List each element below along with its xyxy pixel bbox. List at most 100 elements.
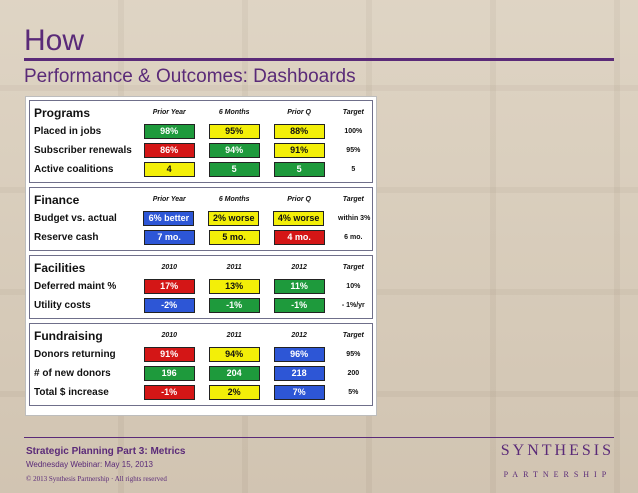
section-header: Finance Prior Year 6 Months Prior Q Target [34, 190, 368, 209]
metric-label: Active coalitions [34, 164, 114, 175]
section-fundraising: Fundraising 2010 2011 2012 Target Donors retu… [29, 323, 373, 406]
brand-name-bottom: PARTNERSHIP [503, 470, 612, 479]
target-value: - 1%/yr [341, 302, 365, 309]
metric-label: Budget vs. actual [34, 213, 117, 224]
section-title: Programs [34, 105, 91, 120]
target-value: 200 [347, 370, 360, 377]
metric-cell: 94% [208, 143, 260, 158]
section-header: Programs Prior Year 6 Months Prior Q Target [34, 103, 368, 122]
slide-title: How [24, 24, 85, 57]
metric-label: Total $ increase [34, 387, 109, 398]
section-facilities: Facilities 2010 2011 2012 Target Deferred mai… [29, 255, 373, 319]
column-header: 2011 [226, 264, 242, 271]
target-value: 100% [344, 128, 363, 135]
metric-label: Donors returning [34, 349, 116, 360]
metric-cell: 5 [273, 162, 325, 177]
metric-cell: 204 [208, 366, 260, 381]
column-header: Prior Year [152, 196, 186, 203]
metric-cell: 196 [143, 366, 195, 381]
metric-cell: 5 [208, 162, 260, 177]
footer-webinar-date: Wednesday Webinar: May 15, 2013 [26, 460, 153, 469]
section-header: Facilities 2010 2011 2012 Target [34, 258, 368, 277]
brand-name-top: SYNTHESIS [500, 442, 614, 459]
section-title: Facilities [34, 260, 86, 275]
target-value: within 3% [338, 215, 371, 222]
metric-label: Reserve cash [34, 232, 99, 243]
column-header: 2011 [226, 332, 242, 339]
section-title: Finance [34, 192, 80, 207]
metric-cell: 218 [273, 366, 325, 381]
section-title: Fundraising [34, 328, 103, 343]
target-value: 95% [346, 351, 361, 358]
footer-course-title: Strategic Planning Part 3: Metrics [26, 446, 186, 457]
metric-cell: 2% worse [208, 211, 260, 226]
brand-logo: SYNTHESIS PARTNERSHIP [501, 442, 614, 479]
metric-label: Deferred maint % [34, 281, 117, 292]
metric-cell: 7% [273, 385, 325, 400]
metric-cell: -1% [273, 298, 325, 313]
table-row: Deferred maint % 17% 13% 11% 10% [34, 277, 368, 296]
table-row: Reserve cash 7 mo. 5 mo. 4 mo. 6 mo. [34, 228, 368, 247]
column-header: Prior Q [287, 196, 311, 203]
metric-cell: 17% [143, 279, 195, 294]
footer-copyright: © 2013 Synthesis Partnership · All right… [26, 475, 167, 483]
metric-cell: 91% [143, 347, 195, 362]
metric-cell: 4% worse [273, 211, 325, 226]
target-value: 10% [346, 283, 361, 290]
column-header: Target [342, 264, 364, 271]
column-header: Target [342, 196, 364, 203]
metric-label: Placed in jobs [34, 126, 102, 137]
column-header: Target [342, 109, 364, 116]
dashboard-table: Programs Prior Year 6 Months Prior Q Target P… [25, 96, 377, 416]
section-finance: Finance Prior Year 6 Months Prior Q Target Bu… [29, 187, 373, 251]
table-row: Placed in jobs 98% 95% 88% 100% [34, 122, 368, 141]
section-programs: Programs Prior Year 6 Months Prior Q Target P… [29, 100, 373, 183]
metric-cell: 96% [273, 347, 325, 362]
metric-cell: 98% [143, 124, 195, 139]
table-row: Donors returning 91% 94% 96% 95% [34, 345, 368, 364]
metric-cell: -2% [143, 298, 195, 313]
table-row: Total $ increase -1% 2% 7% 5% [34, 383, 368, 402]
section-header: Fundraising 2010 2011 2012 Target [34, 326, 368, 345]
column-header: 6 Months [218, 196, 250, 203]
column-header: Target [342, 332, 364, 339]
table-row: Utility costs -2% -1% -1% - 1%/yr [34, 296, 368, 315]
column-header: 2012 [291, 332, 307, 339]
footer-divider [24, 437, 614, 438]
metric-cell: 7 mo. [143, 230, 195, 245]
column-header: 2010 [161, 332, 178, 339]
metric-cell: 11% [273, 279, 325, 294]
target-value: 5% [348, 389, 359, 396]
metric-label: Utility costs [34, 300, 91, 311]
metric-cell: -1% [208, 298, 260, 313]
metric-label: # of new donors [34, 368, 111, 379]
table-row: Budget vs. actual 6% better 2% worse 4% wor… [34, 209, 371, 228]
metric-cell: 13% [208, 279, 260, 294]
column-header: Prior Q [287, 109, 311, 116]
table-row: Subscriber renewals 86% 94% 91% 95% [34, 141, 368, 160]
metric-cell: 4 [143, 162, 195, 177]
metric-cell: 86% [143, 143, 195, 158]
column-header: Prior Year [152, 109, 186, 116]
slide-subtitle: Performance & Outcomes: Dashboards [24, 66, 356, 87]
metric-cell: 94% [208, 347, 260, 362]
metric-label: Subscriber renewals [34, 145, 132, 156]
column-header: 2010 [161, 264, 178, 271]
title-divider [24, 58, 614, 61]
metric-cell: 4 mo. [273, 230, 325, 245]
target-value: 5 [351, 166, 356, 173]
metric-cell: -1% [143, 385, 195, 400]
metric-cell: 2% [208, 385, 260, 400]
metric-cell: 5 mo. [208, 230, 260, 245]
metric-cell: 6% better [143, 211, 195, 226]
target-value: 95% [346, 147, 361, 154]
table-row: Active coalitions 4 5 5 5 [34, 160, 368, 179]
column-header: 2012 [291, 264, 307, 271]
target-value: 6 mo. [344, 234, 363, 241]
metric-cell: 88% [273, 124, 325, 139]
table-row: # of new donors 196 204 218 200 [34, 364, 368, 383]
footer-info: Strategic Planning Part 3: Metrics Wedne… [26, 446, 186, 483]
column-header: 6 Months [218, 109, 250, 116]
metric-cell: 95% [208, 124, 260, 139]
metric-cell: 91% [273, 143, 325, 158]
